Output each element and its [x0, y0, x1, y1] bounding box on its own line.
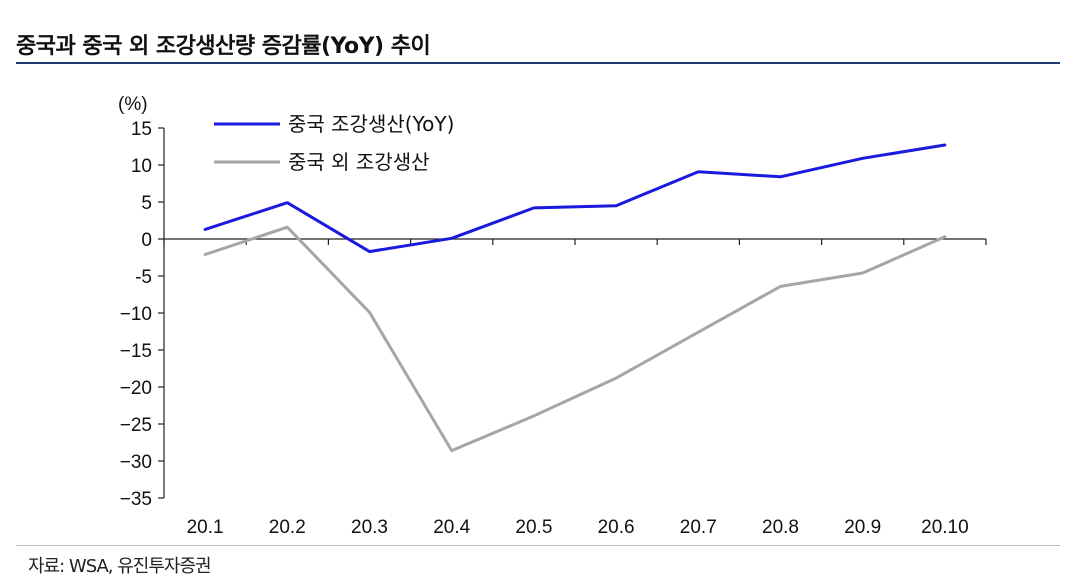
x-tick-label: 20.8 — [762, 517, 799, 538]
x-tick-label: 20.1 — [187, 517, 224, 538]
x-tick-label: 20.4 — [433, 517, 470, 538]
y-tick-label: -5 — [135, 267, 152, 288]
y-axis: 15 10 5 0 -5 −10 −15 −20 −25 −30 −35 — [120, 119, 165, 510]
footer-divider — [16, 545, 1060, 546]
source-note: 자료: WSA, 유진투자증권 — [28, 556, 212, 577]
x-axis: 20.1 20.2 20.3 20.4 20.5 20.6 20.7 20.8 20.9 20.1… — [163, 238, 987, 538]
x-tick-label: 20.9 — [844, 517, 881, 538]
series-layer — [203, 143, 947, 453]
title-divider — [16, 62, 1060, 64]
legend: 중국 조강생산(YoY) 중국 외 조강생산 — [214, 112, 454, 174]
x-tick-label: 20.5 — [515, 517, 552, 538]
legend-label: 중국 외 조강생산 — [288, 150, 430, 174]
y-tick-label: 0 — [141, 230, 152, 251]
y-tick-label: −25 — [120, 415, 152, 436]
y-tick-label: −15 — [120, 341, 152, 362]
y-tick-label: 5 — [141, 193, 152, 214]
series-line — [203, 225, 947, 453]
x-tick-label: 20.10 — [921, 517, 969, 538]
y-tick-label: −10 — [120, 304, 152, 325]
x-tick-label: 20.7 — [680, 517, 717, 538]
y-tick-label: 10 — [131, 156, 152, 177]
y-tick-label: −20 — [120, 378, 152, 399]
y-tick-label: −35 — [120, 489, 152, 510]
legend-label: 중국 조강생산(YoY) — [288, 112, 454, 136]
x-tick-label: 20.2 — [269, 517, 306, 538]
x-tick-label: 20.6 — [598, 517, 635, 538]
series-line — [203, 143, 947, 254]
y-tick-label: 15 — [131, 119, 152, 140]
y-axis-unit-label: (%) — [118, 94, 148, 115]
y-tick-label: −30 — [120, 452, 152, 473]
chart-title: 중국과 중국 외 조강생산량 증감률(YoY) 추이 — [16, 34, 431, 59]
x-tick-label: 20.3 — [351, 517, 388, 538]
